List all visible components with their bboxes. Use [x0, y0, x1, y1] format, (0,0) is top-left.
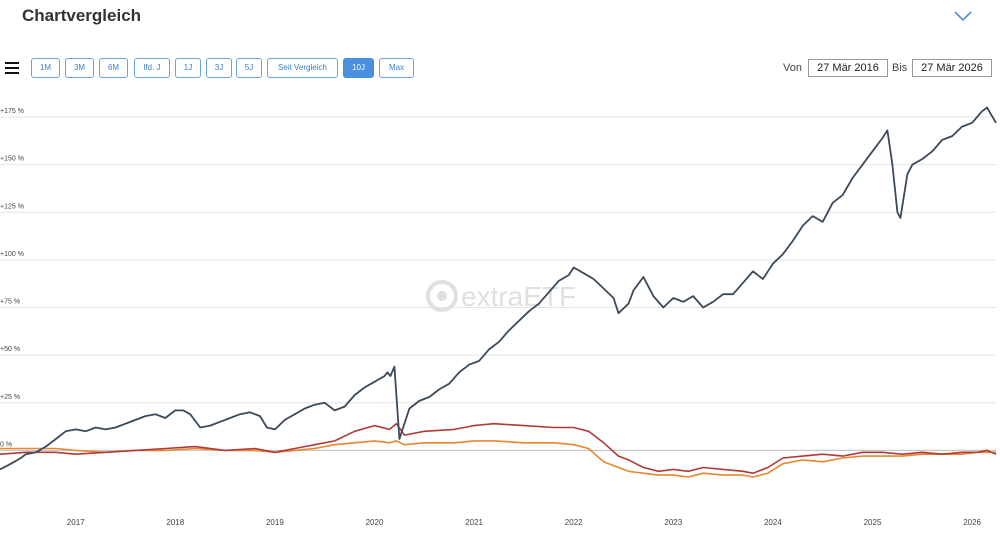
range-button-1y[interactable]: 1J [175, 58, 201, 78]
range-button-3y[interactable]: 3J [206, 58, 232, 78]
x-tick-label: 2022 [565, 518, 583, 527]
range-button-since-comparison[interactable]: Seit Vergleich [267, 58, 338, 78]
watermark: extraETF [426, 280, 576, 312]
line-chart: extraETF +175 % +150 % +125 % +100 % +75 % +5… [0, 106, 997, 527]
to-date-input[interactable]: 27 Mär 2026 [912, 59, 992, 77]
series-line-1 [0, 106, 997, 471]
y-tick-label: +125 % [0, 203, 24, 210]
range-button-6m[interactable]: 6M [99, 58, 128, 78]
chevron-down-icon[interactable] [952, 8, 974, 24]
x-tick-label: 2018 [166, 518, 184, 527]
y-tick-label: +175 % [0, 108, 24, 115]
series-line-3 [0, 440, 996, 478]
from-label: Von [783, 62, 802, 74]
range-button-1m[interactable]: 1M [31, 58, 60, 78]
page-title: Chartvergleich [22, 6, 142, 25]
range-button-5y[interactable]: 5J [236, 58, 262, 78]
x-tick-label: 2021 [465, 518, 483, 527]
x-tick-label: 2024 [764, 518, 782, 527]
y-tick-label: +50 % [0, 346, 20, 353]
range-button-max[interactable]: Max [379, 58, 414, 78]
x-tick-label: 2019 [266, 518, 284, 527]
chart-grid [0, 116, 996, 451]
x-tick-label: 2017 [67, 518, 85, 527]
range-button-ytd[interactable]: lfd. J [134, 58, 170, 78]
to-label: Bis [892, 62, 908, 74]
range-button-10y[interactable]: 10J [343, 58, 374, 78]
range-button-3m[interactable]: 3M [65, 58, 94, 78]
x-tick-label: 2023 [664, 518, 682, 527]
x-tick-label: 2020 [366, 518, 384, 527]
x-tick-label: 2025 [864, 518, 882, 527]
y-tick-label: +150 % [0, 156, 24, 163]
hamburger-menu-icon[interactable] [5, 61, 19, 75]
x-tick-label: 2026 [963, 518, 981, 527]
watermark-text: extraETF [461, 281, 576, 312]
y-tick-label: +75 % [0, 299, 20, 306]
from-date-input[interactable]: 27 Mär 2016 [808, 59, 888, 77]
series-line-2 [0, 422, 997, 475]
y-tick-label: +100 % [0, 251, 24, 258]
y-tick-label: 0 % [0, 441, 12, 448]
y-tick-label: +25 % [0, 394, 20, 401]
